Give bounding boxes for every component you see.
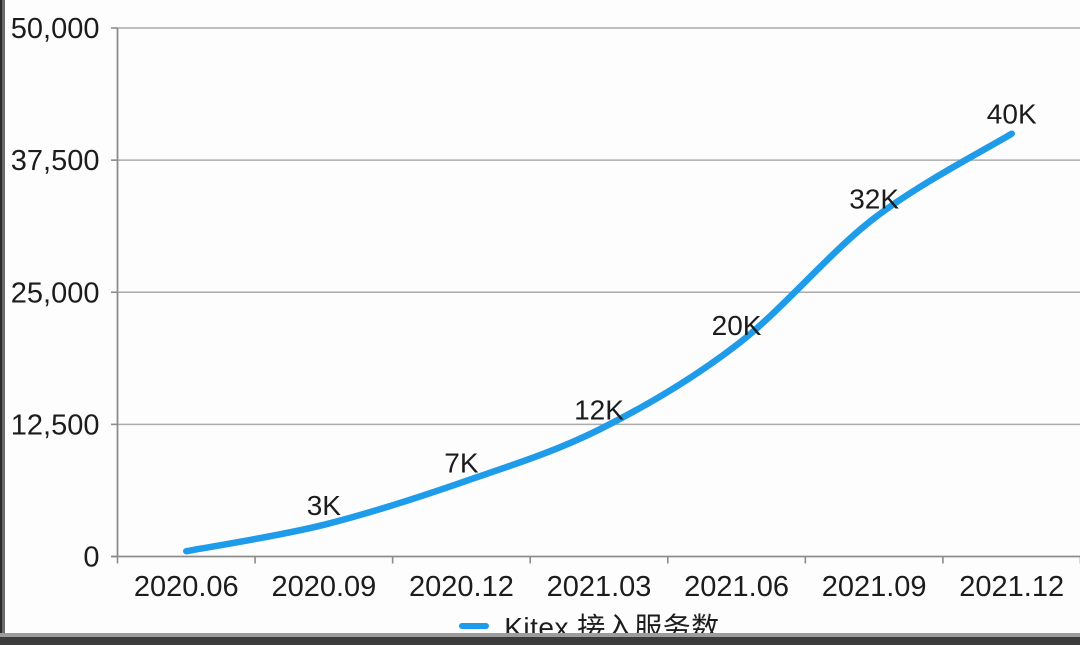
- legend-line-swatch: [459, 623, 490, 629]
- series-line: [183, 130, 1015, 555]
- data-point-label: 7K: [444, 448, 479, 479]
- y-tick-label: 0: [83, 542, 99, 574]
- data-point-label: 20K: [712, 310, 762, 341]
- x-tick-label: 2021.06: [684, 571, 789, 603]
- x-tick-label: 2021.03: [547, 571, 652, 603]
- y-tick-label: 50,000: [11, 13, 100, 45]
- video-letterbox-bottom: [0, 633, 1080, 645]
- data-point-label: 40K: [987, 99, 1037, 130]
- data-point-label: 3K: [307, 490, 342, 521]
- x-tick-label: 2020.09: [271, 571, 376, 603]
- data-point-label: 32K: [849, 183, 899, 214]
- data-point-label: 12K: [574, 395, 624, 426]
- y-tick-label: 37,500: [11, 145, 100, 177]
- x-tick-label: 2021.09: [822, 571, 927, 603]
- y-tick-label: 12,500: [11, 409, 100, 441]
- x-tick-label: 2020.06: [134, 571, 239, 603]
- y-tick-label: 25,000: [11, 277, 100, 309]
- letterbox-highlight: [0, 633, 1080, 637]
- letterbox-shadow: [0, 637, 1080, 645]
- x-tick-label: 2020.12: [409, 571, 514, 603]
- x-tick-label: 2021.12: [959, 571, 1064, 603]
- video-letterbox-left: [0, 0, 5, 645]
